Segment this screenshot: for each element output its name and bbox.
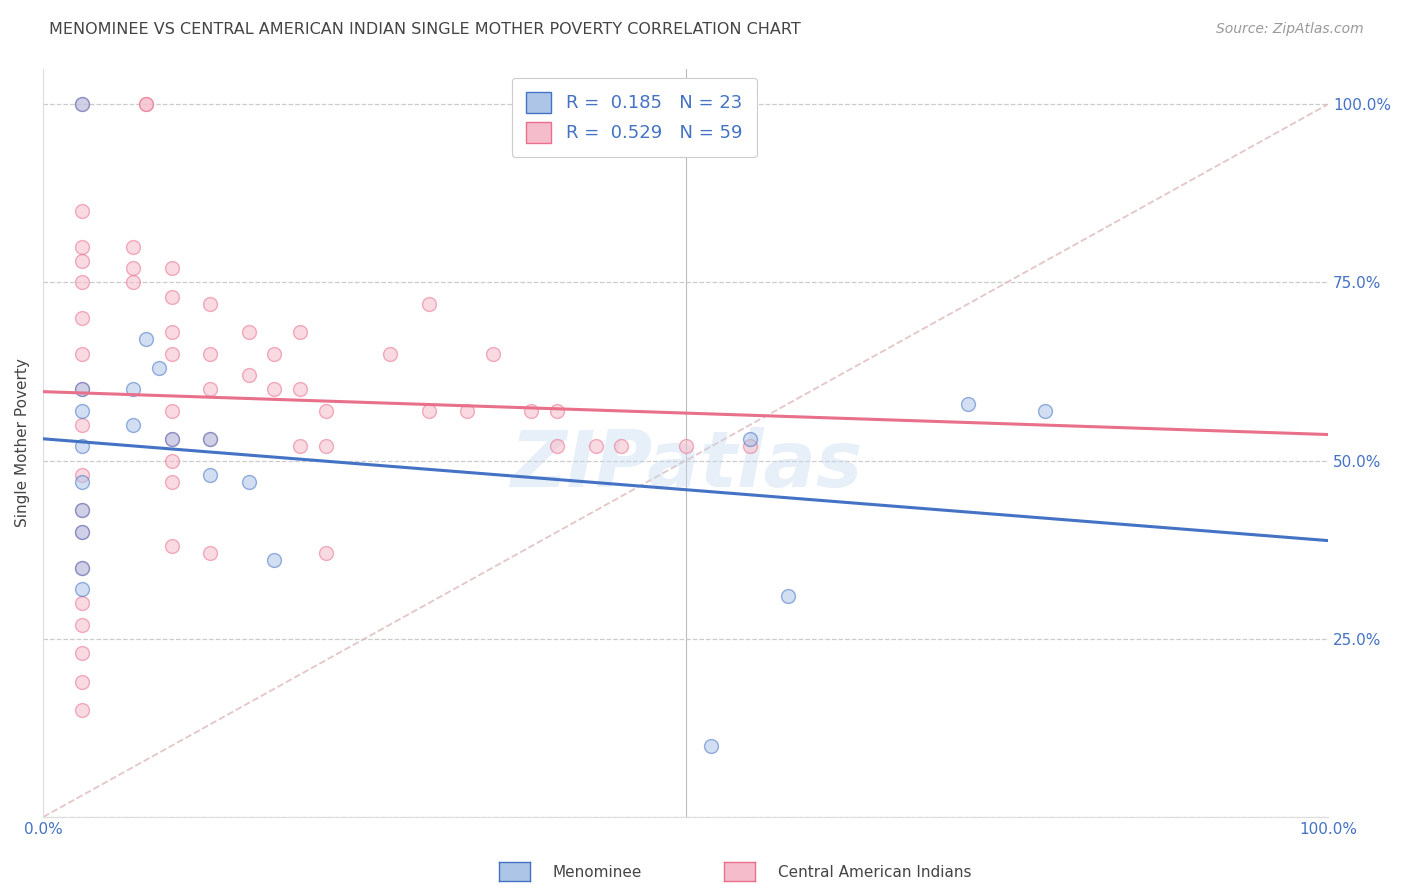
Point <box>135 332 157 346</box>
Point <box>200 346 222 360</box>
Point <box>70 674 93 689</box>
Point <box>263 346 285 360</box>
Point <box>70 403 93 417</box>
Point <box>70 646 93 660</box>
Point <box>160 346 183 360</box>
Point <box>122 276 145 290</box>
Point <box>610 439 633 453</box>
Point <box>482 346 505 360</box>
Point <box>70 204 93 219</box>
Point <box>160 432 183 446</box>
Point <box>70 97 93 112</box>
Point <box>70 276 93 290</box>
Point <box>70 382 93 396</box>
Point <box>290 325 312 339</box>
Point <box>238 475 260 489</box>
Point <box>70 560 93 574</box>
Point <box>70 97 93 112</box>
Text: MENOMINEE VS CENTRAL AMERICAN INDIAN SINGLE MOTHER POVERTY CORRELATION CHART: MENOMINEE VS CENTRAL AMERICAN INDIAN SIN… <box>49 22 801 37</box>
Point <box>200 432 222 446</box>
Point <box>70 311 93 326</box>
Point <box>315 439 337 453</box>
Point <box>1035 403 1057 417</box>
Point <box>418 297 440 311</box>
Point <box>70 582 93 596</box>
Point <box>70 560 93 574</box>
Point <box>160 325 183 339</box>
Point <box>70 617 93 632</box>
Point <box>290 382 312 396</box>
Point <box>957 396 980 410</box>
Point <box>263 553 285 567</box>
Point <box>546 439 568 453</box>
Point <box>263 382 285 396</box>
Point <box>70 439 93 453</box>
Point <box>70 596 93 610</box>
Text: Source: ZipAtlas.com: Source: ZipAtlas.com <box>1216 22 1364 37</box>
Point <box>160 403 183 417</box>
Point <box>122 382 145 396</box>
Point <box>200 297 222 311</box>
Y-axis label: Single Mother Poverty: Single Mother Poverty <box>15 359 30 527</box>
Point <box>290 439 312 453</box>
Point <box>70 417 93 432</box>
Point <box>315 546 337 560</box>
Point <box>135 97 157 112</box>
Point <box>160 475 183 489</box>
Point <box>135 97 157 112</box>
Point <box>585 439 607 453</box>
Point <box>378 346 401 360</box>
Point <box>200 546 222 560</box>
Point <box>778 589 800 603</box>
Point <box>122 417 145 432</box>
Point <box>122 261 145 276</box>
Point <box>238 368 260 382</box>
Point <box>70 524 93 539</box>
Point <box>546 403 568 417</box>
Text: ZIPatlas: ZIPatlas <box>509 427 862 503</box>
Point <box>70 475 93 489</box>
Point <box>520 403 543 417</box>
Point <box>70 346 93 360</box>
Text: Menominee: Menominee <box>553 865 643 880</box>
Point <box>70 240 93 254</box>
Point <box>675 439 697 453</box>
Point <box>70 467 93 482</box>
Point <box>70 254 93 268</box>
Point <box>160 290 183 304</box>
Point <box>315 403 337 417</box>
Point <box>70 382 93 396</box>
Point <box>160 432 183 446</box>
Point <box>160 539 183 553</box>
Point <box>456 403 478 417</box>
Point <box>70 503 93 517</box>
Point <box>70 503 93 517</box>
Point <box>200 467 222 482</box>
Point <box>418 403 440 417</box>
Point <box>738 439 761 453</box>
Point <box>160 261 183 276</box>
Point <box>238 325 260 339</box>
Point <box>200 382 222 396</box>
Point <box>700 739 723 753</box>
Point <box>70 703 93 717</box>
Point <box>70 524 93 539</box>
Point <box>200 432 222 446</box>
Point <box>122 240 145 254</box>
Point <box>160 453 183 467</box>
Point <box>148 360 170 375</box>
Point <box>738 432 761 446</box>
Legend: R =  0.185   N = 23, R =  0.529   N = 59: R = 0.185 N = 23, R = 0.529 N = 59 <box>512 78 756 157</box>
Text: Central American Indians: Central American Indians <box>778 865 972 880</box>
